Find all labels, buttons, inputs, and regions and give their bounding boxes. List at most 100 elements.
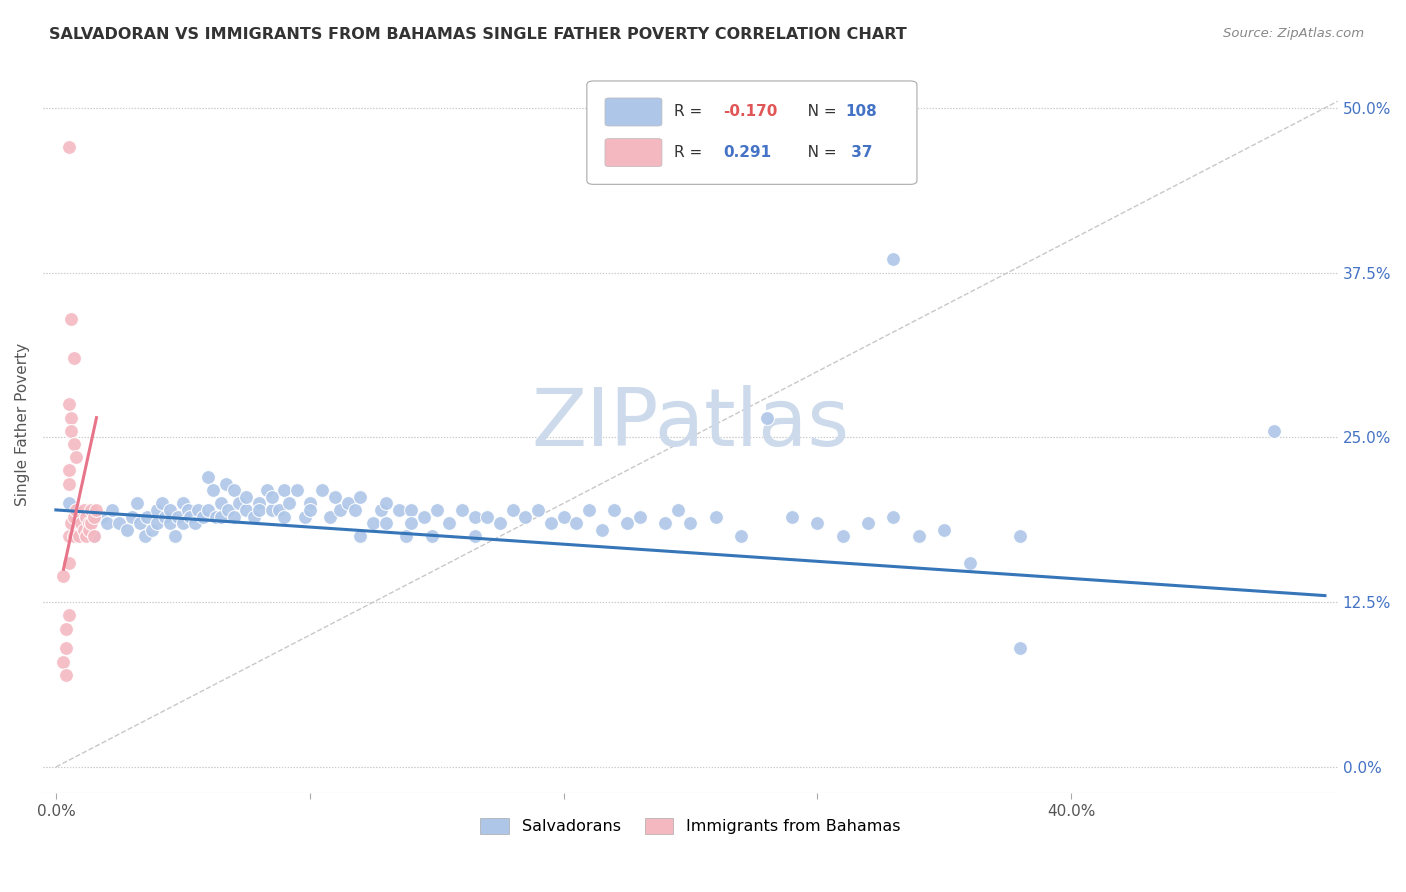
Point [260,503,283,517]
Point [336,496,359,510]
Point [730,529,752,543]
Point [349,490,371,504]
Point [420,529,443,543]
Point [831,529,853,543]
Point [260,490,283,504]
Point [58,463,80,477]
Point [121,509,143,524]
Point [58,140,80,154]
Point [222,483,245,497]
Point [65,503,87,517]
Point [70,516,93,530]
Point [70,509,93,524]
Point [959,556,981,570]
Point [75,529,97,543]
Point [344,503,367,517]
Point [247,496,270,510]
Point [60,410,83,425]
Point [311,483,333,497]
Point [882,252,904,267]
Point [704,509,727,524]
Point [603,503,626,517]
Point [60,424,83,438]
Point [540,516,562,530]
Text: SALVADORAN VS IMMIGRANTS FROM BAHAMAS SINGLE FATHER POVERTY CORRELATION CHART: SALVADORAN VS IMMIGRANTS FROM BAHAMAS SI… [49,27,907,42]
Point [395,529,418,543]
Point [86,503,108,517]
Point [616,516,638,530]
Point [319,509,342,524]
Point [60,516,83,530]
Point [191,509,214,524]
Text: Source: ZipAtlas.com: Source: ZipAtlas.com [1223,27,1364,40]
Point [451,503,474,517]
Point [370,503,392,517]
Point [361,516,384,530]
Point [349,529,371,543]
Point [152,496,174,510]
Point [153,509,176,524]
Point [96,516,118,530]
Point [806,516,828,530]
Point [755,410,778,425]
Point [159,516,181,530]
Y-axis label: Single Father Poverty: Single Father Poverty [15,343,30,506]
Point [90,509,112,524]
Point [780,509,803,524]
Point [108,516,131,530]
Point [1010,641,1032,656]
Text: 37: 37 [846,145,872,160]
Point [553,509,575,524]
Point [146,503,169,517]
Point [323,490,346,504]
Text: N =: N = [793,145,846,160]
Point [62,351,84,366]
Point [413,509,436,524]
Point [278,496,301,510]
FancyBboxPatch shape [605,98,662,126]
Point [62,437,84,451]
Point [374,516,396,530]
Point [269,503,291,517]
Point [62,509,84,524]
Text: 0.291: 0.291 [723,145,770,160]
Point [247,503,270,517]
Point [55,667,77,681]
Text: 108: 108 [846,104,877,120]
Point [172,496,194,510]
Point [80,503,103,517]
Point [273,509,295,524]
Point [934,523,956,537]
Point [73,503,96,517]
Point [58,529,80,543]
Point [439,516,461,530]
Point [273,483,295,497]
Point [75,509,97,524]
FancyBboxPatch shape [586,81,917,185]
Point [294,509,316,524]
Point [60,311,83,326]
Point [426,503,449,517]
Point [128,516,150,530]
Text: R =: R = [673,104,707,120]
Text: N =: N = [793,104,841,120]
Point [222,509,245,524]
Point [228,496,250,510]
Point [58,608,80,623]
Point [179,509,201,524]
Point [477,509,499,524]
Point [298,496,321,510]
Point [146,516,169,530]
Point [209,509,232,524]
Point [172,516,194,530]
Point [55,622,77,636]
Point [882,509,904,524]
Point [243,509,266,524]
Point [565,516,588,530]
Point [166,509,188,524]
Point [67,529,90,543]
Point [65,450,87,465]
Point [235,490,257,504]
Point [399,503,422,517]
Point [52,655,75,669]
